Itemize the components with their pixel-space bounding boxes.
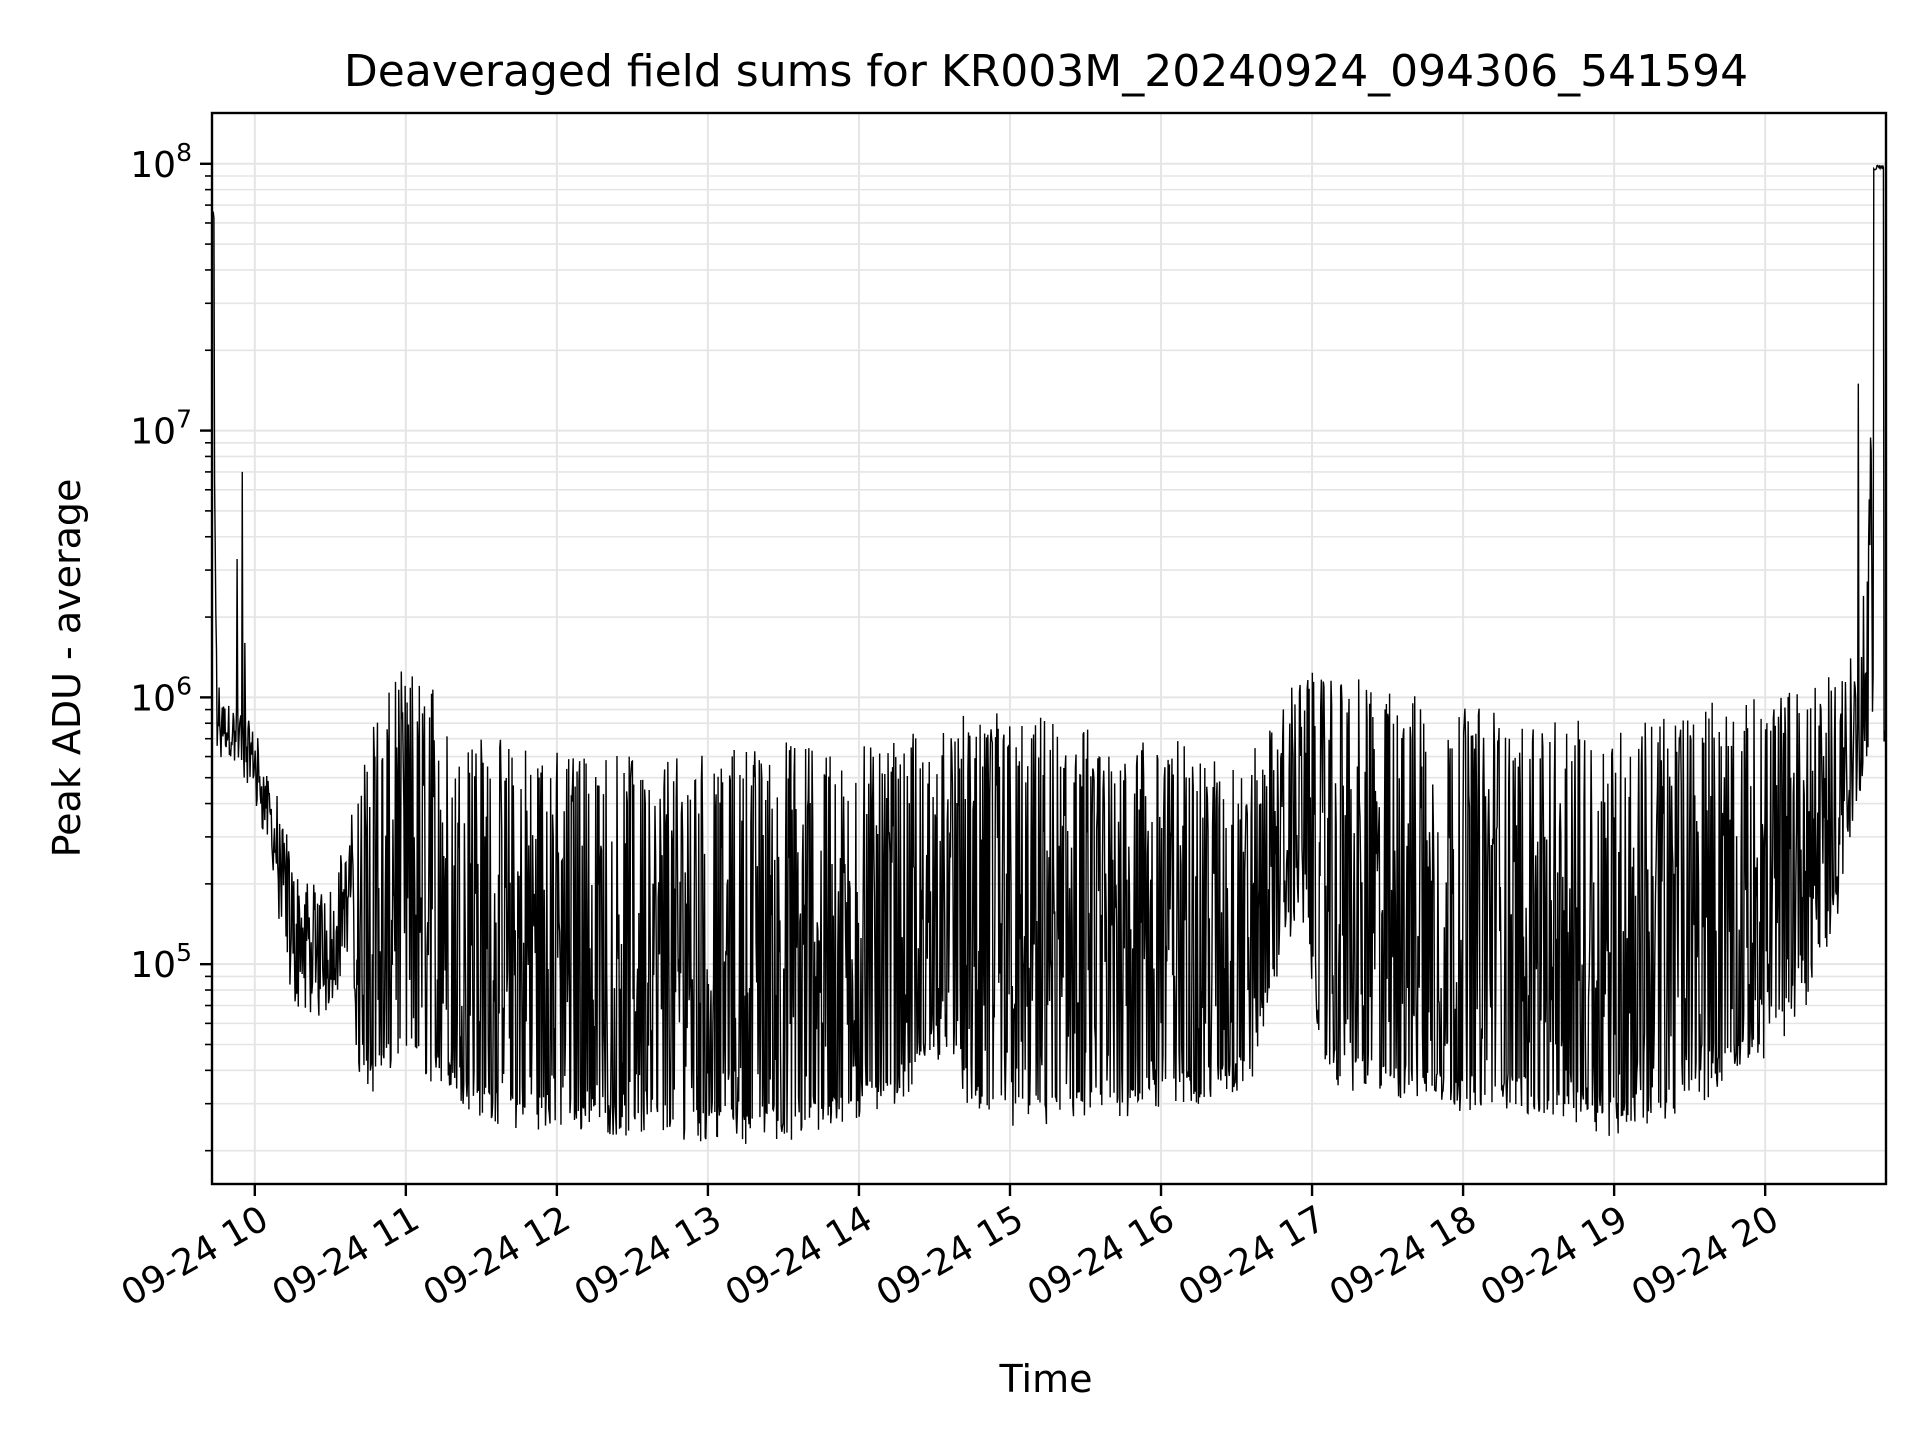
plot-frame <box>210 111 1888 1186</box>
x-tick-label: 09-24 20 <box>1625 1198 1786 1314</box>
y-tick-label: 105 <box>130 938 192 986</box>
y-axis-ticks: 105 106 107 108 <box>130 138 212 1152</box>
y-tick-label: 107 <box>130 405 192 453</box>
x-tick-label: 09-24 18 <box>1323 1198 1484 1314</box>
y-axis-label: Peak ADU - average <box>45 479 89 858</box>
x-tick-label: 09-24 10 <box>115 1198 276 1314</box>
x-tick-label: 09-24 13 <box>568 1198 729 1314</box>
y-tick-label: 108 <box>130 138 192 186</box>
x-tick-label: 09-24 19 <box>1474 1198 1635 1314</box>
x-tick-label: 09-24 16 <box>1021 1198 1182 1314</box>
x-tick-label: 09-24 15 <box>870 1198 1031 1314</box>
x-axis-label: Time <box>999 1357 1093 1401</box>
chart-title: Deaveraged field sums for KR003M_2024092… <box>344 46 1748 97</box>
y-tick-label: 106 <box>130 671 192 719</box>
series-line <box>211 164 1887 1144</box>
data-trace <box>211 164 1887 1144</box>
x-tick-label: 09-24 14 <box>719 1198 880 1314</box>
x-tick-label: 09-24 11 <box>266 1198 427 1314</box>
x-tick-label: 09-24 17 <box>1172 1198 1333 1314</box>
x-tick-label: 09-24 12 <box>417 1198 578 1314</box>
